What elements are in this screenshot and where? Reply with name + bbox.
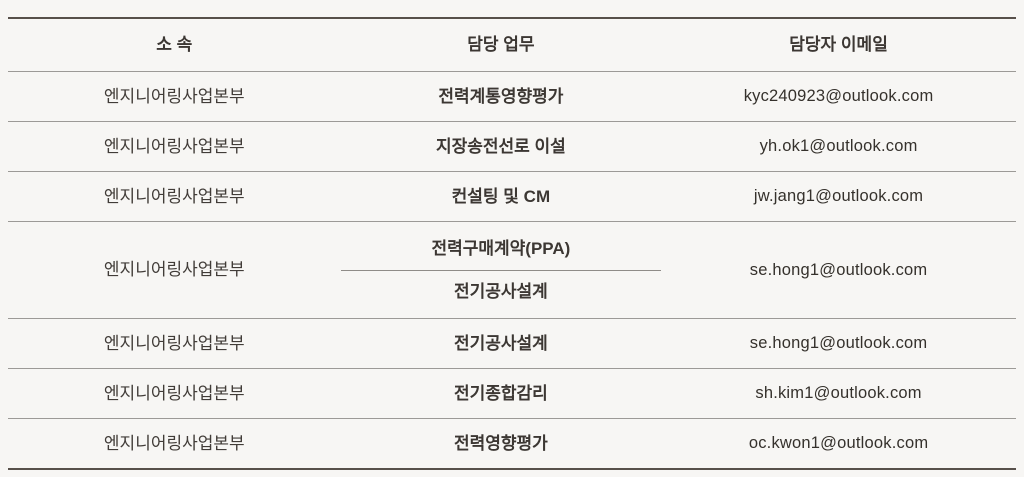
dept-cell: 엔지니어링사업본부 <box>103 186 245 206</box>
duty-cell: 전기종합감리 <box>453 383 548 403</box>
dept-cell: 엔지니어링사업본부 <box>103 86 245 106</box>
duty-cell-split: 전력구매계약(PPA) 전기공사설계 <box>340 222 662 318</box>
duty-cell: 전기공사설계 <box>453 333 548 353</box>
duty-divider-line <box>340 269 662 271</box>
table-row: 엔지니어링사업본부 전력영향평가 oc.kwon1@outlook.com <box>8 419 1016 468</box>
dept-cell: 엔지니어링사업본부 <box>103 136 245 156</box>
dept-cell: 엔지니어링사업본부 <box>103 383 245 403</box>
table-row: 엔지니어링사업본부 지장송전선로 이설 yh.ok1@outlook.com <box>8 122 1016 172</box>
header-dept: 소 속 <box>156 35 193 55</box>
table-header-row: 소 속 담당 업무 담당자 이메일 <box>8 19 1016 72</box>
duty-cell: 전력영향평가 <box>453 433 548 453</box>
table-row: 엔지니어링사업본부 전기공사설계 se.hong1@outlook.com <box>8 319 1016 369</box>
header-email: 담당자 이메일 <box>789 35 888 55</box>
table-row: 엔지니어링사업본부 전기종합감리 sh.kim1@outlook.com <box>8 369 1016 419</box>
email-cell: se.hong1@outlook.com <box>749 260 928 279</box>
duty-sub-bottom: 전기공사설계 <box>453 281 548 301</box>
table-row: 엔지니어링사업본부 전력계통영향평가 kyc240923@outlook.com <box>8 72 1016 122</box>
duty-cell: 지장송전선로 이설 <box>435 136 566 156</box>
email-cell: se.hong1@outlook.com <box>749 334 928 353</box>
dept-cell: 엔지니어링사업본부 <box>103 433 245 453</box>
email-cell: yh.ok1@outlook.com <box>759 137 918 156</box>
dept-cell: 엔지니어링사업본부 <box>103 333 245 353</box>
contact-table: 소 속 담당 업무 담당자 이메일 엔지니어링사업본부 전력계통영향평가 kyc… <box>8 17 1016 470</box>
header-duty: 담당 업무 <box>467 35 535 55</box>
duty-cell: 전력계통영향평가 <box>438 86 564 106</box>
duty-sub-top: 전력구매계약(PPA) <box>431 239 571 259</box>
email-cell: sh.kim1@outlook.com <box>755 384 922 403</box>
table-row: 엔지니어링사업본부 컨설팅 및 CM jw.jang1@outlook.com <box>8 172 1016 222</box>
email-cell: kyc240923@outlook.com <box>743 87 934 106</box>
email-cell: oc.kwon1@outlook.com <box>748 434 929 453</box>
table-row-merged: 엔지니어링사업본부 전력구매계약(PPA) 전기공사설계 se.hong1@ou… <box>8 222 1016 319</box>
dept-cell: 엔지니어링사업본부 <box>103 260 245 280</box>
duty-cell: 컨설팅 및 CM <box>451 186 551 206</box>
email-cell: jw.jang1@outlook.com <box>753 187 924 206</box>
